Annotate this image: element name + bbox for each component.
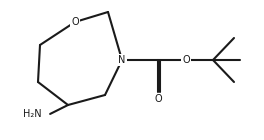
Text: O: O <box>154 94 162 104</box>
Text: O: O <box>182 55 190 65</box>
Text: O: O <box>71 17 79 27</box>
Text: N: N <box>118 55 126 65</box>
Text: H₂N: H₂N <box>23 109 42 119</box>
